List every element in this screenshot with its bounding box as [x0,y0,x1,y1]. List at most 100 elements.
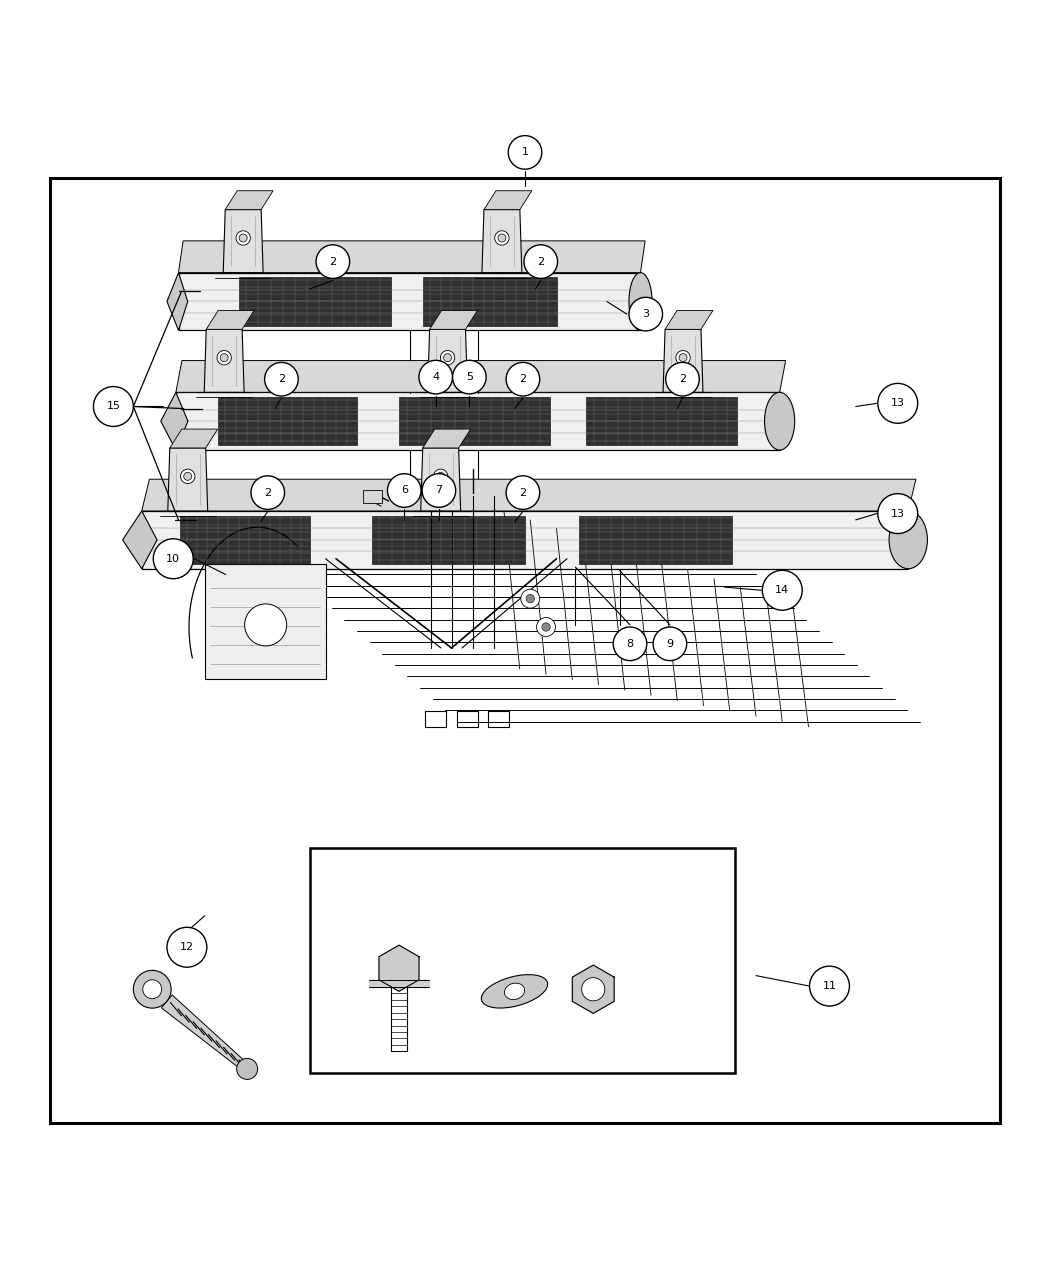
Circle shape [387,474,421,507]
Text: 2: 2 [538,256,544,266]
Circle shape [582,978,605,1001]
Text: 13: 13 [890,398,905,408]
Polygon shape [572,965,614,1014]
Circle shape [316,245,350,278]
Circle shape [537,617,555,636]
Circle shape [419,361,453,394]
Circle shape [506,362,540,397]
Bar [238,277,391,325]
Circle shape [521,589,540,608]
Circle shape [508,135,542,170]
Polygon shape [170,430,217,448]
Ellipse shape [481,974,548,1009]
Polygon shape [379,945,419,992]
Text: 5: 5 [466,372,472,382]
Text: 9: 9 [667,639,673,649]
Circle shape [184,472,192,481]
Bar [218,397,357,445]
Text: 7: 7 [436,486,442,496]
Circle shape [167,927,207,968]
Polygon shape [178,241,645,273]
Circle shape [443,353,452,362]
Text: 11: 11 [822,980,837,991]
Circle shape [629,297,663,332]
Polygon shape [482,209,522,273]
Circle shape [236,231,250,245]
Circle shape [878,493,918,533]
Circle shape [653,627,687,660]
Polygon shape [664,329,704,393]
Polygon shape [206,310,254,329]
Bar [142,511,908,569]
Circle shape [153,539,193,579]
Circle shape [453,361,486,394]
Text: 12: 12 [180,942,194,952]
Text: 2: 2 [679,374,686,384]
Polygon shape [168,448,208,511]
Text: 2: 2 [330,256,336,266]
Polygon shape [224,209,264,273]
Circle shape [506,476,540,510]
Polygon shape [162,994,250,1072]
Bar [423,277,558,325]
Text: 2: 2 [278,374,285,384]
Text: 10: 10 [166,553,181,564]
Circle shape [217,351,231,365]
Ellipse shape [504,983,525,1000]
Text: 3: 3 [643,309,649,319]
Bar [586,397,737,445]
Text: 1: 1 [522,148,528,157]
Circle shape [542,622,550,631]
Bar [310,848,735,1074]
Bar [176,393,779,450]
Text: 2: 2 [520,487,526,497]
Text: 6: 6 [401,486,407,496]
Circle shape [613,627,647,660]
Circle shape [437,472,445,481]
Polygon shape [665,310,713,329]
Text: 2: 2 [265,487,271,497]
Circle shape [434,469,448,483]
Polygon shape [123,511,158,569]
Circle shape [762,570,802,611]
Circle shape [679,353,687,362]
Circle shape [878,384,918,423]
Bar [181,515,311,564]
Circle shape [251,476,285,510]
Polygon shape [167,273,188,330]
Circle shape [93,386,133,426]
Polygon shape [205,564,326,680]
Text: 4: 4 [433,372,439,382]
Circle shape [239,235,247,242]
Bar [178,273,640,330]
Bar [363,491,382,504]
Circle shape [245,604,287,646]
Polygon shape [226,191,273,209]
Circle shape [526,594,534,603]
Ellipse shape [889,511,927,569]
Circle shape [422,474,456,507]
Bar [372,515,525,564]
Circle shape [265,362,298,397]
Polygon shape [369,979,429,987]
Text: 8: 8 [627,639,633,649]
Text: 13: 13 [890,509,905,519]
Text: 14: 14 [775,585,790,595]
Circle shape [524,245,558,278]
Polygon shape [142,479,916,511]
Circle shape [666,362,699,397]
Text: 2: 2 [520,374,526,384]
Circle shape [181,469,195,483]
Circle shape [498,235,506,242]
Polygon shape [205,329,244,393]
Polygon shape [484,191,531,209]
Ellipse shape [764,393,795,450]
Polygon shape [161,393,188,450]
Polygon shape [429,310,478,329]
Bar [399,397,550,445]
Circle shape [440,351,455,365]
Bar [579,515,732,564]
Circle shape [143,979,162,998]
Polygon shape [421,448,461,511]
Polygon shape [423,430,470,448]
